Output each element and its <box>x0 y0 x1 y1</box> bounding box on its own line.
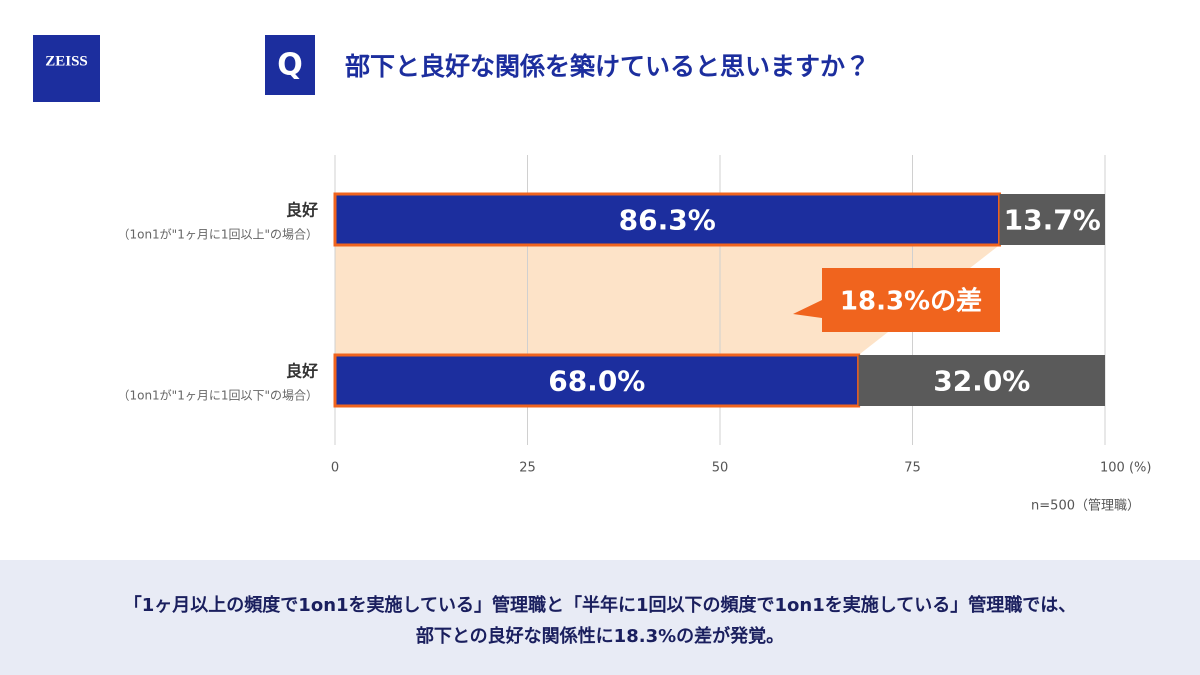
x-tick-label: 25 <box>519 461 536 476</box>
annotation-box <box>793 268 1000 332</box>
logo-box <box>33 35 100 102</box>
annotation: 18.3%の差 <box>840 286 982 317</box>
x-tick-label: 75 <box>904 461 921 476</box>
note: n=500（管理職） <box>1031 499 1140 514</box>
logo: ZEISS <box>45 53 88 69</box>
value-label: 68.0% <box>548 365 645 398</box>
footer-band <box>0 560 1200 675</box>
question-badge: Q <box>277 48 303 83</box>
question-badge-box <box>265 35 315 95</box>
footer-text: 「1ヶ月以上の頻度で1on1を実施している」管理職と「半年に1回以下の頻度で1o… <box>124 594 1076 616</box>
category-note: （1on1が"1ヶ月に1回以上"の場合） <box>117 227 318 242</box>
bar <box>333 192 1002 247</box>
bar <box>333 353 861 408</box>
x-tick-label: 0 <box>331 461 339 476</box>
category-label: 良好 <box>286 201 318 220</box>
footer-text: 部下との良好な関係性に18.3%の差が発覚。 <box>416 625 784 647</box>
category-note: （1on1が"1ヶ月に1回以下"の場合） <box>117 388 318 403</box>
value-label: 13.7% <box>1004 204 1101 237</box>
x-tick-label: 100 (%) <box>1100 461 1151 476</box>
chart-title: 部下と良好な関係を築けていると思いますか？ <box>345 52 870 81</box>
value-label: 86.3% <box>619 204 716 237</box>
x-tick-label: 50 <box>712 461 729 476</box>
category-label: 良好 <box>286 362 318 381</box>
bar <box>858 355 1105 406</box>
bar <box>999 194 1105 245</box>
value-label: 32.0% <box>933 365 1030 398</box>
